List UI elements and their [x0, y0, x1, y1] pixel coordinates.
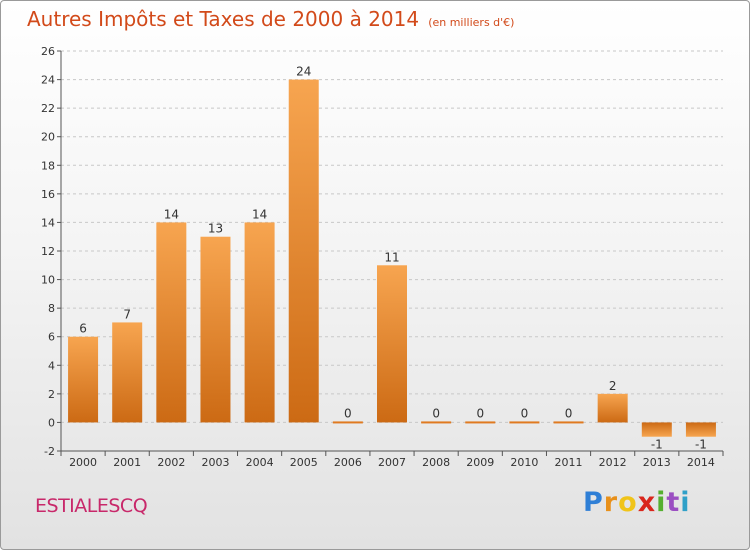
y-tick-label: -2 — [44, 445, 55, 458]
bar-label: 0 — [344, 406, 352, 420]
x-tick-label: 2000 — [69, 456, 97, 469]
y-tick-label: 10 — [41, 274, 55, 287]
y-tick-label: 8 — [48, 302, 55, 315]
bar-2001 — [112, 322, 142, 422]
y-tick-label: 16 — [41, 188, 55, 201]
bar-label: 0 — [432, 406, 440, 420]
y-tick-label: 0 — [48, 416, 55, 429]
commune-name: ESTIALESCQ — [35, 495, 147, 517]
bar-2010 — [509, 421, 539, 423]
x-tick-label: 2006 — [334, 456, 362, 469]
logo-letter: i — [656, 487, 666, 518]
bar-label: 14 — [252, 207, 267, 221]
bar-2006 — [333, 421, 363, 423]
bar-2011 — [554, 421, 584, 423]
bar-label: 13 — [208, 222, 223, 236]
y-tick-label: 22 — [41, 102, 55, 115]
x-tick-label: 2010 — [510, 456, 538, 469]
x-tick-label: 2013 — [643, 456, 671, 469]
bar-2005 — [289, 80, 319, 423]
bar-2002 — [156, 222, 186, 422]
y-tick-label: 2 — [48, 388, 55, 401]
bar-label: 7 — [123, 307, 131, 321]
y-tick-label: 18 — [41, 159, 55, 172]
y-tick-label: 24 — [41, 74, 55, 87]
proxiti-logo[interactable]: Proxiti — [583, 487, 691, 518]
bar-2013 — [642, 422, 672, 436]
y-tick-label: 26 — [41, 45, 55, 58]
x-tick-label: 2008 — [422, 456, 450, 469]
bar-2007 — [377, 265, 407, 422]
x-tick-label: 2001 — [113, 456, 141, 469]
x-tick-label: 2009 — [466, 456, 494, 469]
bar-label: 6 — [79, 322, 87, 336]
bar-label: -1 — [695, 438, 707, 452]
x-tick-label: 2002 — [157, 456, 185, 469]
bar-label: 2 — [609, 379, 617, 393]
logo-letter: x — [638, 487, 656, 518]
x-tick-label: 2003 — [201, 456, 229, 469]
bar-label: 24 — [296, 65, 311, 79]
y-tick-label: 4 — [48, 359, 55, 372]
y-tick-label: 12 — [41, 245, 55, 258]
logo-letter: P — [583, 487, 604, 518]
bar-label: 14 — [164, 207, 179, 221]
x-axis-ticks: 2000 2001 2002 2003 2004 2005 2006 2007 2008 2009… — [61, 451, 723, 469]
x-tick-label: 2011 — [555, 456, 583, 469]
bar-label: 11 — [384, 250, 399, 264]
bar-2012 — [598, 394, 628, 423]
logo-letter: t — [666, 487, 680, 518]
y-tick-label: 20 — [41, 131, 55, 144]
y-tick-label: 6 — [48, 331, 55, 344]
logo-letter: r — [604, 487, 618, 518]
bar-2003 — [200, 237, 230, 423]
x-tick-label: 2005 — [290, 456, 318, 469]
bar-2014 — [686, 422, 716, 436]
bar-2004 — [245, 222, 275, 422]
bar-label: 0 — [565, 406, 573, 420]
logo-letter: i — [680, 487, 690, 518]
x-tick-label: 2012 — [599, 456, 627, 469]
x-tick-label: 2014 — [687, 456, 715, 469]
x-tick-label: 2004 — [246, 456, 274, 469]
bar-label: 0 — [521, 406, 529, 420]
x-tick-label: 2007 — [378, 456, 406, 469]
bar-2008 — [421, 421, 451, 423]
bar-label: 0 — [476, 406, 484, 420]
bar-label: -1 — [651, 438, 663, 452]
logo-letter: o — [618, 487, 638, 518]
bar-2009 — [465, 421, 495, 423]
y-tick-label: 14 — [41, 216, 55, 229]
bar-2000 — [68, 337, 98, 423]
